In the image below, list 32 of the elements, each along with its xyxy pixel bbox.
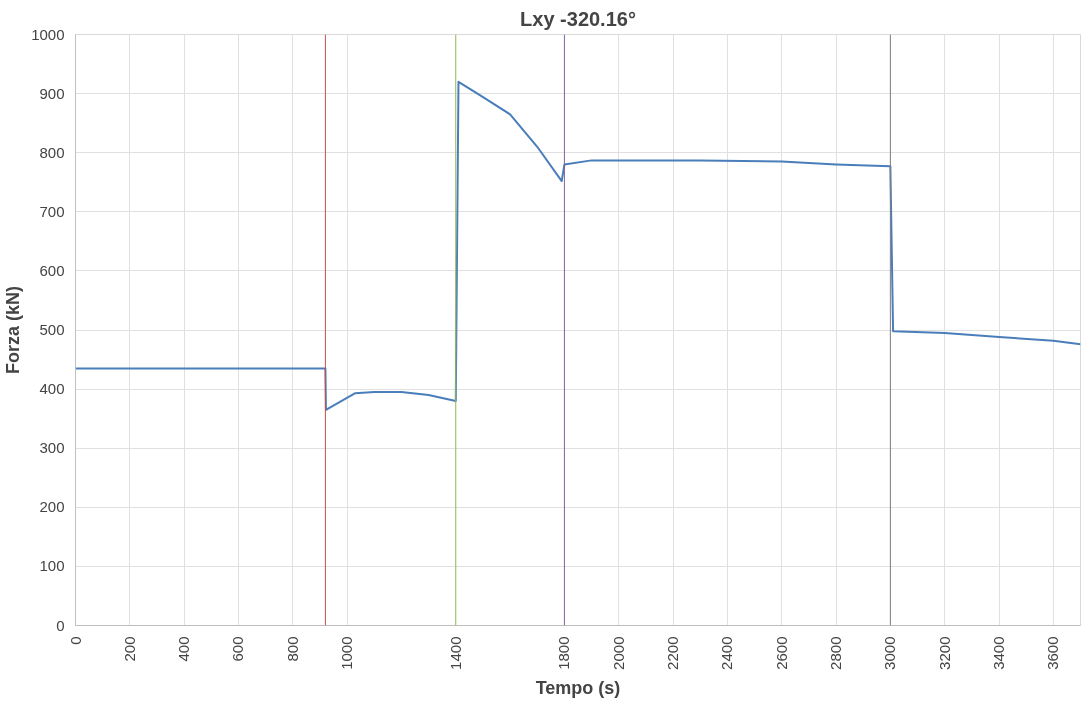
y-tick-label: 1000 bbox=[31, 25, 65, 43]
y-axis-title: Forza (kN) bbox=[3, 285, 24, 374]
x-tick-label: 3000 bbox=[881, 636, 899, 670]
y-tick-label: 0 bbox=[56, 616, 65, 634]
x-tick-label: 3400 bbox=[990, 636, 1008, 670]
y-tick-label: 300 bbox=[39, 439, 65, 457]
x-tick-label: 3600 bbox=[1044, 636, 1062, 670]
y-tick-label: 200 bbox=[39, 498, 65, 516]
x-tick-label: 0 bbox=[66, 636, 84, 645]
x-tick-label: 1800 bbox=[555, 636, 573, 670]
x-tick-label: 400 bbox=[175, 636, 193, 662]
chart-title: Lxy -320.16° bbox=[520, 7, 636, 30]
x-tick-label: 3200 bbox=[935, 636, 953, 670]
x-tick-label: 800 bbox=[283, 636, 301, 662]
y-tick-label: 400 bbox=[39, 380, 65, 398]
x-tick-label: 600 bbox=[229, 636, 247, 662]
x-axis-title: Tempo (s) bbox=[535, 677, 621, 698]
x-tick-label: 2400 bbox=[718, 636, 736, 670]
y-tick-label: 600 bbox=[39, 261, 65, 279]
y-tick-label: 800 bbox=[39, 143, 65, 161]
x-tick-label: 1400 bbox=[446, 636, 464, 670]
x-tick-label: 2800 bbox=[827, 636, 845, 670]
x-tick-label: 2600 bbox=[772, 636, 790, 670]
x-tick-label: 1000 bbox=[338, 636, 356, 670]
x-tick-label: 2200 bbox=[664, 636, 682, 670]
x-tick-label: 200 bbox=[120, 636, 138, 662]
y-tick-label: 100 bbox=[39, 557, 65, 575]
x-tick-label: 2000 bbox=[609, 636, 627, 670]
y-tick-label: 500 bbox=[39, 321, 65, 338]
line-series bbox=[75, 80, 1081, 411]
y-tick-label: 900 bbox=[39, 84, 65, 102]
y-tick-label: 700 bbox=[39, 202, 65, 220]
